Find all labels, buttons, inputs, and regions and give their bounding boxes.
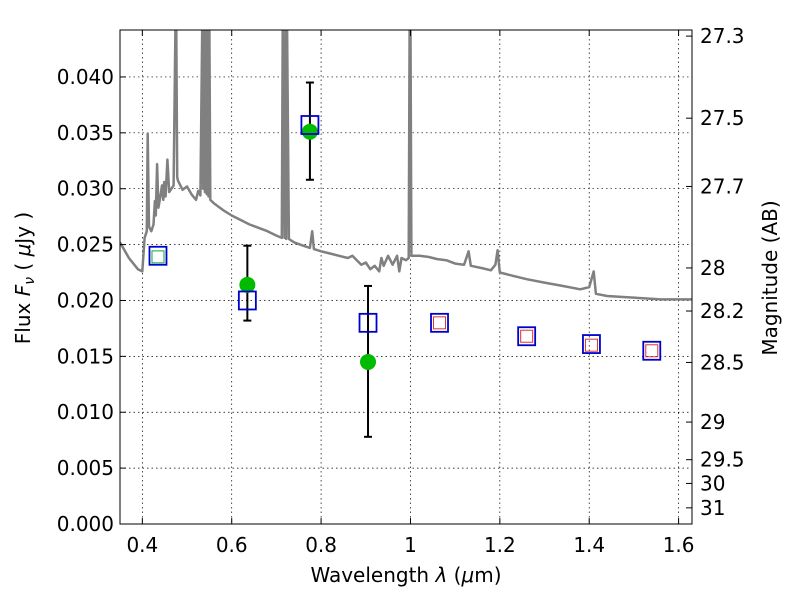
- model-band-square: [300, 115, 320, 135]
- observed-point: [360, 353, 377, 370]
- model-band-inner-square: [433, 316, 447, 330]
- model-band-square: [582, 334, 601, 354]
- model-band-inner-square: [151, 250, 165, 264]
- y-tick-label: 0.015: [57, 344, 114, 368]
- y2-tick-label: 29.5: [700, 448, 745, 472]
- y-axis: 0.000 0.005 0.010 0.015 0.020 0.025 0.030 0.035…: [57, 65, 126, 536]
- y-tick-label: 0.025: [57, 233, 114, 257]
- y-tick-label: 0.000: [57, 512, 114, 536]
- model-band-square: [237, 290, 257, 311]
- y-tick-label: 0.010: [57, 400, 114, 424]
- y2-tick-label: 29: [700, 410, 725, 434]
- x-tick-label: 0.8: [305, 533, 337, 557]
- x-tick-label: 1: [404, 533, 417, 557]
- data-markers: [148, 81, 662, 438]
- x-tick-label: 1.6: [663, 533, 695, 557]
- x-tick-label: 1.2: [484, 533, 516, 557]
- y-tick-label: 0.005: [57, 456, 114, 480]
- model-band-square: [358, 312, 378, 333]
- model-spectrum-line: [120, 30, 692, 301]
- model-band-inner-square: [645, 344, 659, 358]
- y-tick-label: 0.020: [57, 288, 114, 312]
- model-band-square: [148, 245, 168, 266]
- plot-area: [120, 30, 692, 438]
- x-axis-label: Wavelength λ (μm): [310, 563, 501, 587]
- y2-tick-label: 28: [700, 256, 725, 280]
- y2-tick-label: 31: [700, 496, 725, 520]
- model-band-inner-square: [520, 329, 534, 343]
- y2-tick-label: 27.7: [700, 174, 745, 198]
- x-tick-label: 0.4: [126, 533, 158, 557]
- y2-tick-label: 27.3: [700, 24, 745, 48]
- model-band-inner-square: [584, 338, 598, 352]
- model-band-square: [430, 312, 449, 333]
- x-tick-label: 1.4: [573, 533, 605, 557]
- y2-axis-label: Magnitude (AB): [758, 200, 782, 355]
- y-tick-label: 0.040: [57, 65, 114, 89]
- y-tick-label: 0.035: [57, 121, 114, 145]
- observed-point: [301, 123, 318, 140]
- observed-point: [239, 276, 256, 293]
- plot-frame: [119, 29, 693, 525]
- x-axis: 0.4 0.6 0.8 1 1.2 1.4 1.6: [126, 30, 695, 557]
- model-band-square: [642, 340, 662, 361]
- y2-tick-label: 28.2: [700, 299, 745, 323]
- y-axis-label: Flux Fν ( μJy ): [11, 212, 38, 344]
- x-tick-label: 0.6: [216, 533, 248, 557]
- y2-tick-label: 27.5: [700, 106, 745, 130]
- model-band-square: [517, 326, 537, 347]
- y-tick-label: 0.030: [57, 177, 114, 201]
- y2-tick-label: 28.5: [700, 350, 745, 374]
- y2-tick-label: 30: [700, 471, 725, 495]
